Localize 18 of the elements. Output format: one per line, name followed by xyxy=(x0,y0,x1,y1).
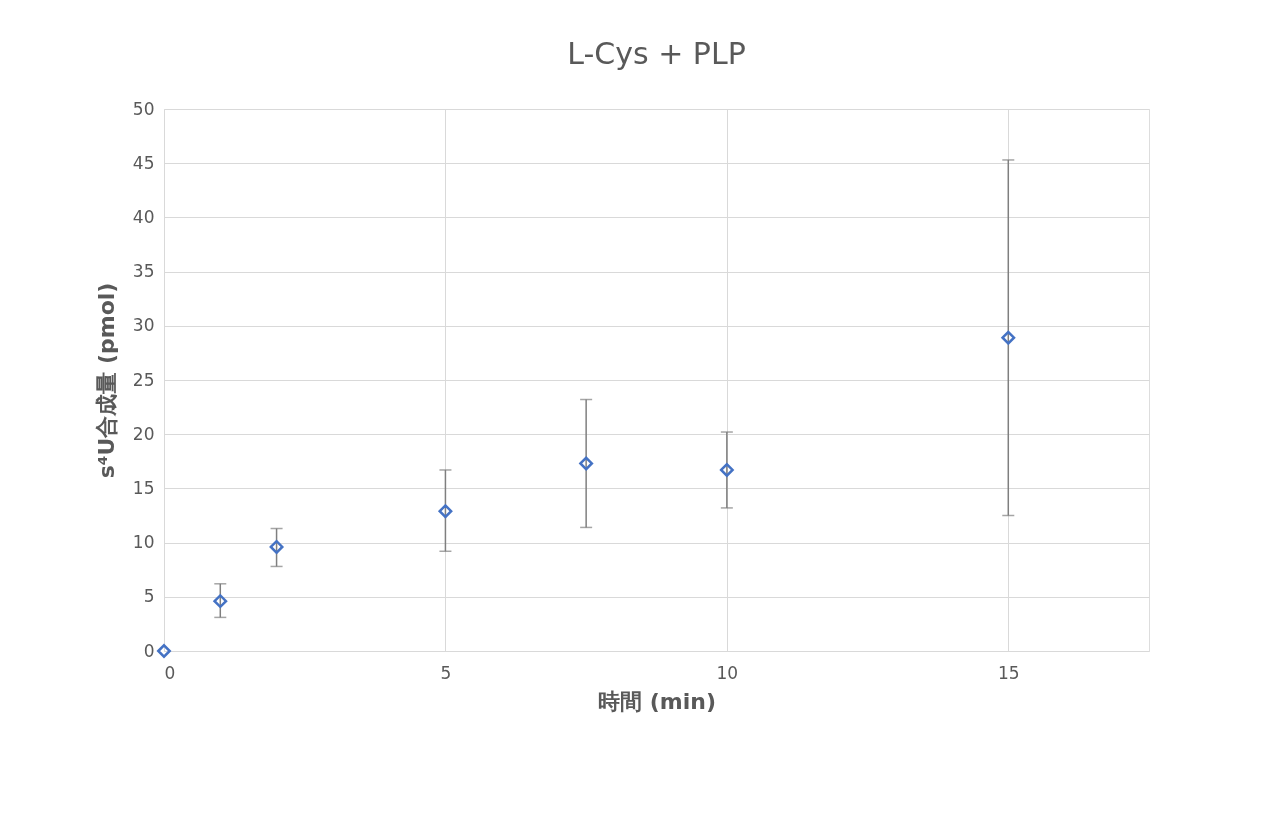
x-tick-label: 10 xyxy=(716,662,739,683)
y-tick-label: 10 xyxy=(132,532,155,553)
y-axis-title: s⁴U合成量 (pmol) xyxy=(93,282,119,479)
y-tick-label: 5 xyxy=(143,586,155,607)
y-tick-label: 25 xyxy=(132,369,155,390)
y-tick-label: 30 xyxy=(132,315,155,336)
x-tick-label: 5 xyxy=(440,662,452,683)
y-tick-label: 50 xyxy=(132,98,155,119)
y-tick-label: 45 xyxy=(132,152,155,173)
y-tick-label: 40 xyxy=(132,206,155,227)
x-tick-label: 15 xyxy=(997,662,1020,683)
y-tick-label: 35 xyxy=(132,261,155,282)
y-tick-label: 0 xyxy=(143,640,155,661)
x-axis-title: 時間 (min) xyxy=(598,688,716,714)
chart-title: L-Cys + PLP xyxy=(567,36,746,71)
x-tick-label: 0 xyxy=(164,662,176,683)
y-tick-label: 15 xyxy=(132,477,155,498)
y-tick-label: 20 xyxy=(132,423,155,444)
